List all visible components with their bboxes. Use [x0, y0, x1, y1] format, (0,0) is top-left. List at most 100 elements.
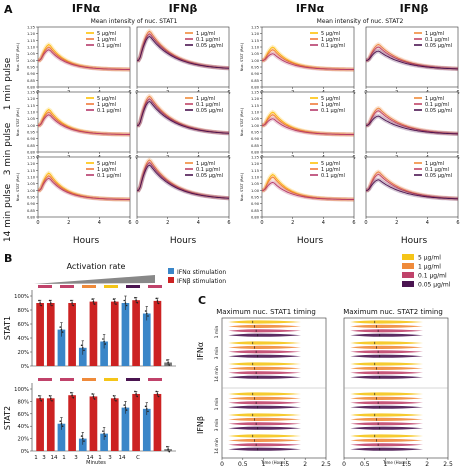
data-point — [113, 397, 116, 400]
y-tick-label: 1.10 — [27, 176, 36, 180]
y-tick-label: 20% — [17, 437, 29, 443]
data-point — [156, 393, 159, 395]
data-point — [81, 437, 84, 440]
series-line-2 — [366, 179, 459, 200]
bar-1-0 — [36, 398, 44, 451]
data-point — [168, 450, 171, 453]
category-label: 14 — [119, 455, 126, 461]
y-tick-label: 1.00 — [27, 189, 36, 193]
panel-label-a: A — [4, 3, 13, 16]
group-marker — [82, 285, 96, 288]
data-point — [156, 300, 159, 302]
legend-label: 0.05 μg/ml — [196, 173, 223, 179]
legend-label: 0.1 μg/ml — [321, 108, 345, 114]
y-tick-label: 20% — [17, 350, 29, 356]
legend-label: 0.1 μg/ml — [196, 167, 220, 173]
y-axis-label: Nuc. STAT (Rel.) — [240, 172, 244, 201]
data-point — [125, 304, 128, 307]
y-tick-label: 1.00 — [27, 124, 36, 128]
xlabel-hours-1: Hours — [73, 236, 100, 246]
y-tick-label: 0.80 — [251, 151, 260, 155]
y-tick-label: 1.20 — [27, 32, 36, 36]
category-label: 3 — [42, 455, 46, 461]
category-label: 14 — [87, 455, 94, 461]
data-point — [134, 296, 136, 299]
plot-frame-r2-c0 — [37, 156, 131, 218]
data-point — [71, 394, 73, 397]
y-tick-label: 0.80 — [251, 216, 260, 220]
bar-1-8 — [121, 407, 130, 451]
legend-swatch — [402, 254, 414, 260]
x-tick-label: 6 — [227, 220, 230, 226]
data-point — [40, 400, 43, 402]
y-tick-label: 100% — [14, 387, 29, 393]
y-tick-label: 1.00 — [251, 189, 260, 193]
y-tick-label: 1.05 — [27, 52, 35, 56]
violin-0-0-0-0 — [228, 320, 302, 324]
y-tick-label: 0% — [21, 449, 29, 455]
y-axis-label: Nuc. STAT (Rel.) — [240, 42, 244, 71]
violin-0-0-1-2 — [228, 350, 302, 354]
violin-0-0-0-1 — [228, 324, 302, 328]
x-tick-label: 1.5 — [402, 461, 412, 468]
group-marker — [38, 378, 52, 381]
y-tick-label: 1.25 — [27, 26, 35, 30]
legend-label: 5 μg/ml — [321, 31, 340, 37]
y-tick-label: 1.05 — [251, 117, 259, 121]
x-tick-label: 2 — [395, 220, 398, 226]
panel-b-bar-charts: 0%20%40%60%80%100%0%20%40%60%80%100%1 3 14… — [14, 285, 176, 461]
data-point — [166, 445, 168, 448]
y-tick-label: 1.25 — [27, 156, 35, 160]
col-title-ifna-1: IFNα — [72, 2, 101, 15]
data-point — [112, 298, 115, 300]
y-tick-label: 1.10 — [251, 111, 260, 115]
violin-1-0-0-1 — [350, 324, 424, 328]
data-point — [51, 304, 53, 307]
data-point — [136, 395, 139, 398]
activation-wedge — [34, 275, 155, 284]
y-tick-label: 0.95 — [27, 196, 35, 200]
plot-frame-r2-c1 — [136, 156, 230, 218]
x-tick-label: 1 — [384, 461, 388, 468]
violin-1-1-1-3 — [350, 426, 424, 430]
legend-label: 0.05 μg/ml — [418, 282, 451, 289]
violin-1-0-0-3 — [350, 333, 424, 337]
violin-1-0-1-0 — [350, 341, 424, 345]
legend-label: 1 μg/ml — [97, 37, 116, 43]
data-point — [93, 398, 96, 400]
legend-ifna-label: IFNα stimulation — [177, 269, 226, 276]
violin-0-1-1-3 — [228, 426, 302, 430]
bar-1-3 — [68, 395, 76, 451]
legend-label: 0.1 μg/ml — [418, 273, 447, 280]
panel-c-violin-plots: 0 0.5 1 1.5 2 2.5 Time (Hours) 1 min 3 min 14 min… — [214, 317, 453, 468]
legend-label: 1 μg/ml — [321, 37, 340, 43]
bar-1-11 — [153, 393, 162, 451]
bar-0-0 — [36, 303, 44, 366]
subtitle-stat2: Mean intensity of nuc. STAT2 — [317, 18, 404, 25]
x-tick-label: 4 — [197, 220, 200, 226]
data-point — [38, 395, 40, 397]
y-tick-label: 1.10 — [27, 46, 36, 50]
data-point — [167, 448, 169, 450]
x-tick-label: 4 — [322, 220, 325, 226]
y-tick-label: 1.10 — [27, 111, 36, 115]
row-label-3min: 3 min pulse — [3, 122, 13, 175]
group-marker — [38, 285, 52, 288]
legend-label: 0.05 μg/ml — [196, 108, 223, 114]
data-point — [103, 432, 105, 435]
series-line-2 — [137, 35, 230, 69]
y-tick-label: 60% — [17, 412, 29, 418]
bar-0-1 — [46, 303, 55, 366]
legend-label: 1 μg/ml — [196, 161, 215, 167]
data-point — [92, 395, 95, 398]
data-point — [60, 422, 63, 425]
data-point — [157, 395, 160, 398]
data-point — [115, 400, 117, 402]
violin-1-1-1-0 — [350, 413, 424, 417]
violin-1-0-2-3 — [350, 375, 424, 379]
x-tick-label: 2 — [67, 220, 70, 226]
legend-label: 5 μg/ml — [321, 161, 340, 167]
legend-label: 0.05 μg/ml — [425, 173, 452, 179]
y-tick-label: 0.90 — [27, 137, 36, 141]
